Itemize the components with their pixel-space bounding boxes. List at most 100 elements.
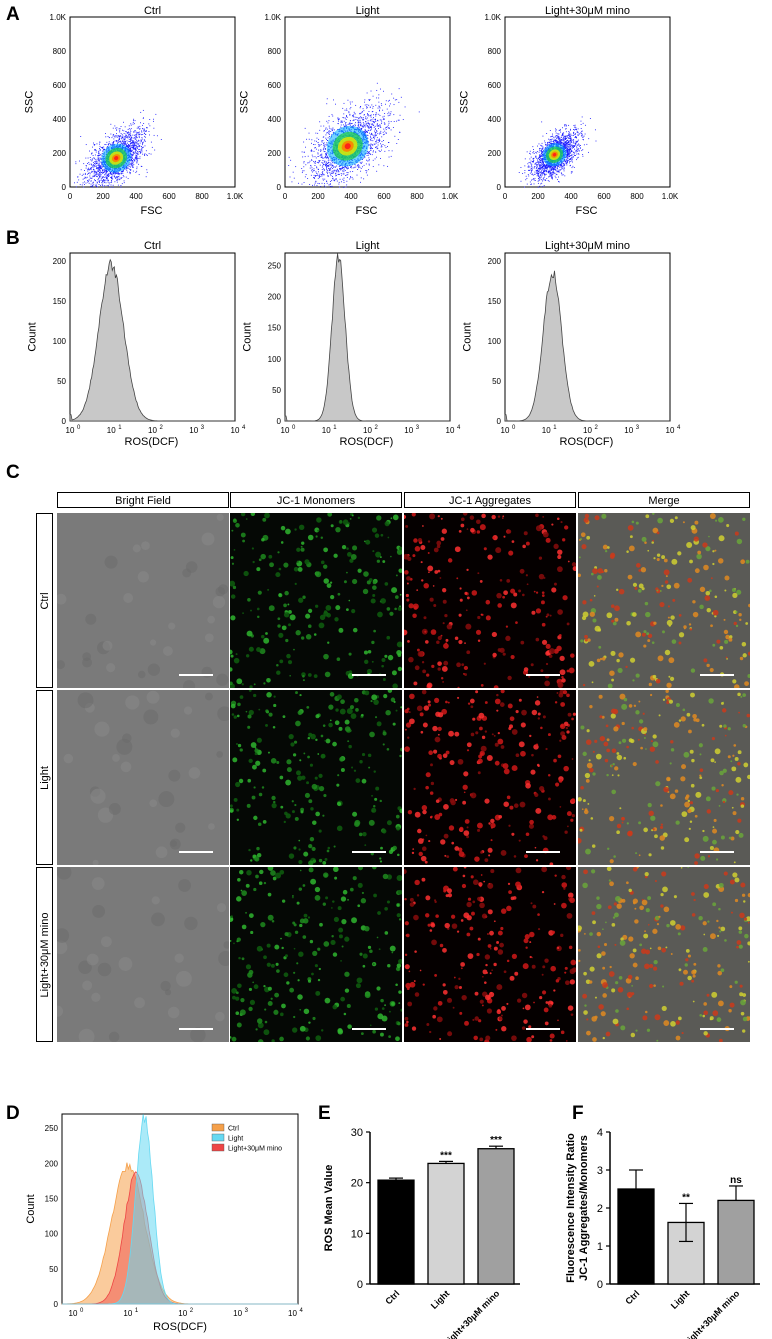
y-tick-label: 0 bbox=[277, 183, 282, 192]
x-tick-exponent: 4 bbox=[300, 1308, 304, 1314]
y-tick-label: 1.0K bbox=[50, 13, 67, 22]
x-tick-label: 10 bbox=[231, 426, 240, 435]
y-tick-label: 600 bbox=[488, 81, 502, 90]
x-tick-label: 1.0K bbox=[662, 192, 679, 201]
y-axis-label: Count bbox=[25, 1194, 37, 1223]
y-tick-label: 0 bbox=[497, 183, 502, 192]
y-tick-label: 30 bbox=[351, 1127, 363, 1139]
x-tick-label: 1.0K bbox=[442, 192, 459, 201]
scatter-plot: 00 200 200 400 400 600 600 800 800 1.0K 1.0K bbox=[50, 13, 244, 201]
x-tick-label: 10 bbox=[69, 1309, 78, 1318]
micrograph-tile bbox=[230, 513, 402, 688]
y-tick-label: 200 bbox=[268, 149, 282, 158]
y-tick-label: 800 bbox=[53, 47, 67, 56]
x-tick-label: 600 bbox=[597, 192, 611, 201]
significance-label: *** bbox=[490, 1135, 502, 1146]
x-tick-label: 10 bbox=[107, 426, 116, 435]
x-tick-exponent: 0 bbox=[292, 425, 296, 431]
x-tick-exponent: 3 bbox=[245, 1308, 249, 1314]
micrograph-texture bbox=[230, 867, 402, 1042]
density-core bbox=[114, 156, 119, 161]
panel-label-c: C bbox=[6, 462, 20, 483]
scale-bar bbox=[526, 674, 560, 676]
scatter-frame bbox=[69, 16, 236, 188]
significance-label: ns bbox=[730, 1175, 742, 1186]
y-tick-label: 100 bbox=[488, 337, 502, 346]
x-tick-label: 0 bbox=[503, 192, 508, 201]
legend-swatch bbox=[211, 1143, 225, 1152]
micrograph-tile bbox=[578, 690, 750, 865]
x-tick-exponent: 2 bbox=[160, 425, 164, 431]
x-tick-exponent: 1 bbox=[135, 1308, 139, 1314]
histogram-frame bbox=[504, 252, 671, 422]
y-tick-label: 100 bbox=[53, 337, 67, 346]
y-axis-label: Fluorescence Intensity Ratio bbox=[565, 1133, 577, 1283]
column-header: Bright Field bbox=[57, 492, 229, 508]
micrograph-texture bbox=[404, 867, 576, 1042]
scatter-frame bbox=[504, 16, 671, 188]
y-tick-label: 150 bbox=[268, 324, 282, 333]
micrograph-tile bbox=[578, 867, 750, 1042]
y-tick-label: 0 bbox=[62, 417, 67, 426]
scale-bar bbox=[700, 674, 734, 676]
x-tick-label: 10 bbox=[288, 1309, 297, 1318]
y-tick-label: 2 bbox=[597, 1203, 603, 1215]
y-tick-label: 0 bbox=[357, 1279, 363, 1291]
x-tick-label: 10 bbox=[189, 426, 198, 435]
x-axis-label: FSC bbox=[355, 205, 378, 217]
x-tick-label: 10 bbox=[404, 426, 413, 435]
row-header: Light+30μM mino bbox=[36, 867, 53, 1042]
histogram-title: Ctrl bbox=[143, 240, 162, 252]
scatter-plot: 00 200 200 400 400 600 600 800 800 1.0K 1.0K bbox=[485, 13, 679, 201]
histogram-curve bbox=[284, 253, 450, 422]
y-tick-label: 200 bbox=[488, 257, 502, 266]
x-tick-label: 200 bbox=[311, 192, 325, 201]
legend-label: Light+30μM mino bbox=[228, 1146, 282, 1153]
x-axis-label: FSC bbox=[575, 205, 598, 217]
y-axis-label: Count bbox=[241, 322, 254, 352]
scale-bar bbox=[179, 851, 213, 853]
x-tick-label: 600 bbox=[162, 192, 176, 201]
significance-label: ** bbox=[682, 1192, 690, 1203]
micrograph-texture bbox=[578, 513, 750, 688]
y-tick-label: 250 bbox=[45, 1124, 59, 1133]
x-tick-label: 10 bbox=[66, 426, 75, 435]
histogram-title: Light+30μM mino bbox=[545, 240, 630, 252]
y-tick-label: 200 bbox=[53, 257, 67, 266]
x-tick-label: 10 bbox=[542, 426, 551, 435]
x-tick-label: 400 bbox=[564, 192, 578, 201]
x-tick-exponent: 3 bbox=[201, 425, 205, 431]
density-core bbox=[552, 153, 557, 157]
micrograph-texture bbox=[230, 690, 402, 865]
x-tick-exponent: 3 bbox=[416, 425, 420, 431]
x-tick-label: 0 bbox=[68, 192, 73, 201]
row-header-label: Ctrl bbox=[38, 591, 51, 610]
x-tick-label: 10 bbox=[178, 1309, 187, 1318]
x-tick-label: 10 bbox=[583, 426, 592, 435]
x-tick-label: 200 bbox=[96, 192, 110, 201]
bar bbox=[477, 1148, 515, 1285]
scatter-title: Light bbox=[355, 5, 380, 17]
panel-label-f: F bbox=[572, 1103, 584, 1124]
x-tick-label: 10 bbox=[624, 426, 633, 435]
x-tick-label: 800 bbox=[410, 192, 424, 201]
scale-bar bbox=[179, 674, 213, 676]
x-tick-exponent: 2 bbox=[190, 1308, 194, 1314]
y-tick-label: 20 bbox=[351, 1178, 363, 1190]
y-tick-label: 150 bbox=[45, 1194, 59, 1203]
x-tick-exponent: 0 bbox=[77, 425, 81, 431]
y-tick-label: 1.0K bbox=[485, 13, 502, 22]
micrograph-tile bbox=[57, 867, 229, 1042]
micrograph-texture bbox=[63, 690, 229, 865]
x-tick-label: 800 bbox=[195, 192, 209, 201]
scale-bar bbox=[700, 851, 734, 853]
y-tick-label: 10 bbox=[351, 1228, 363, 1240]
micrograph-tile bbox=[404, 867, 576, 1042]
x-tick-label: 600 bbox=[377, 192, 391, 201]
